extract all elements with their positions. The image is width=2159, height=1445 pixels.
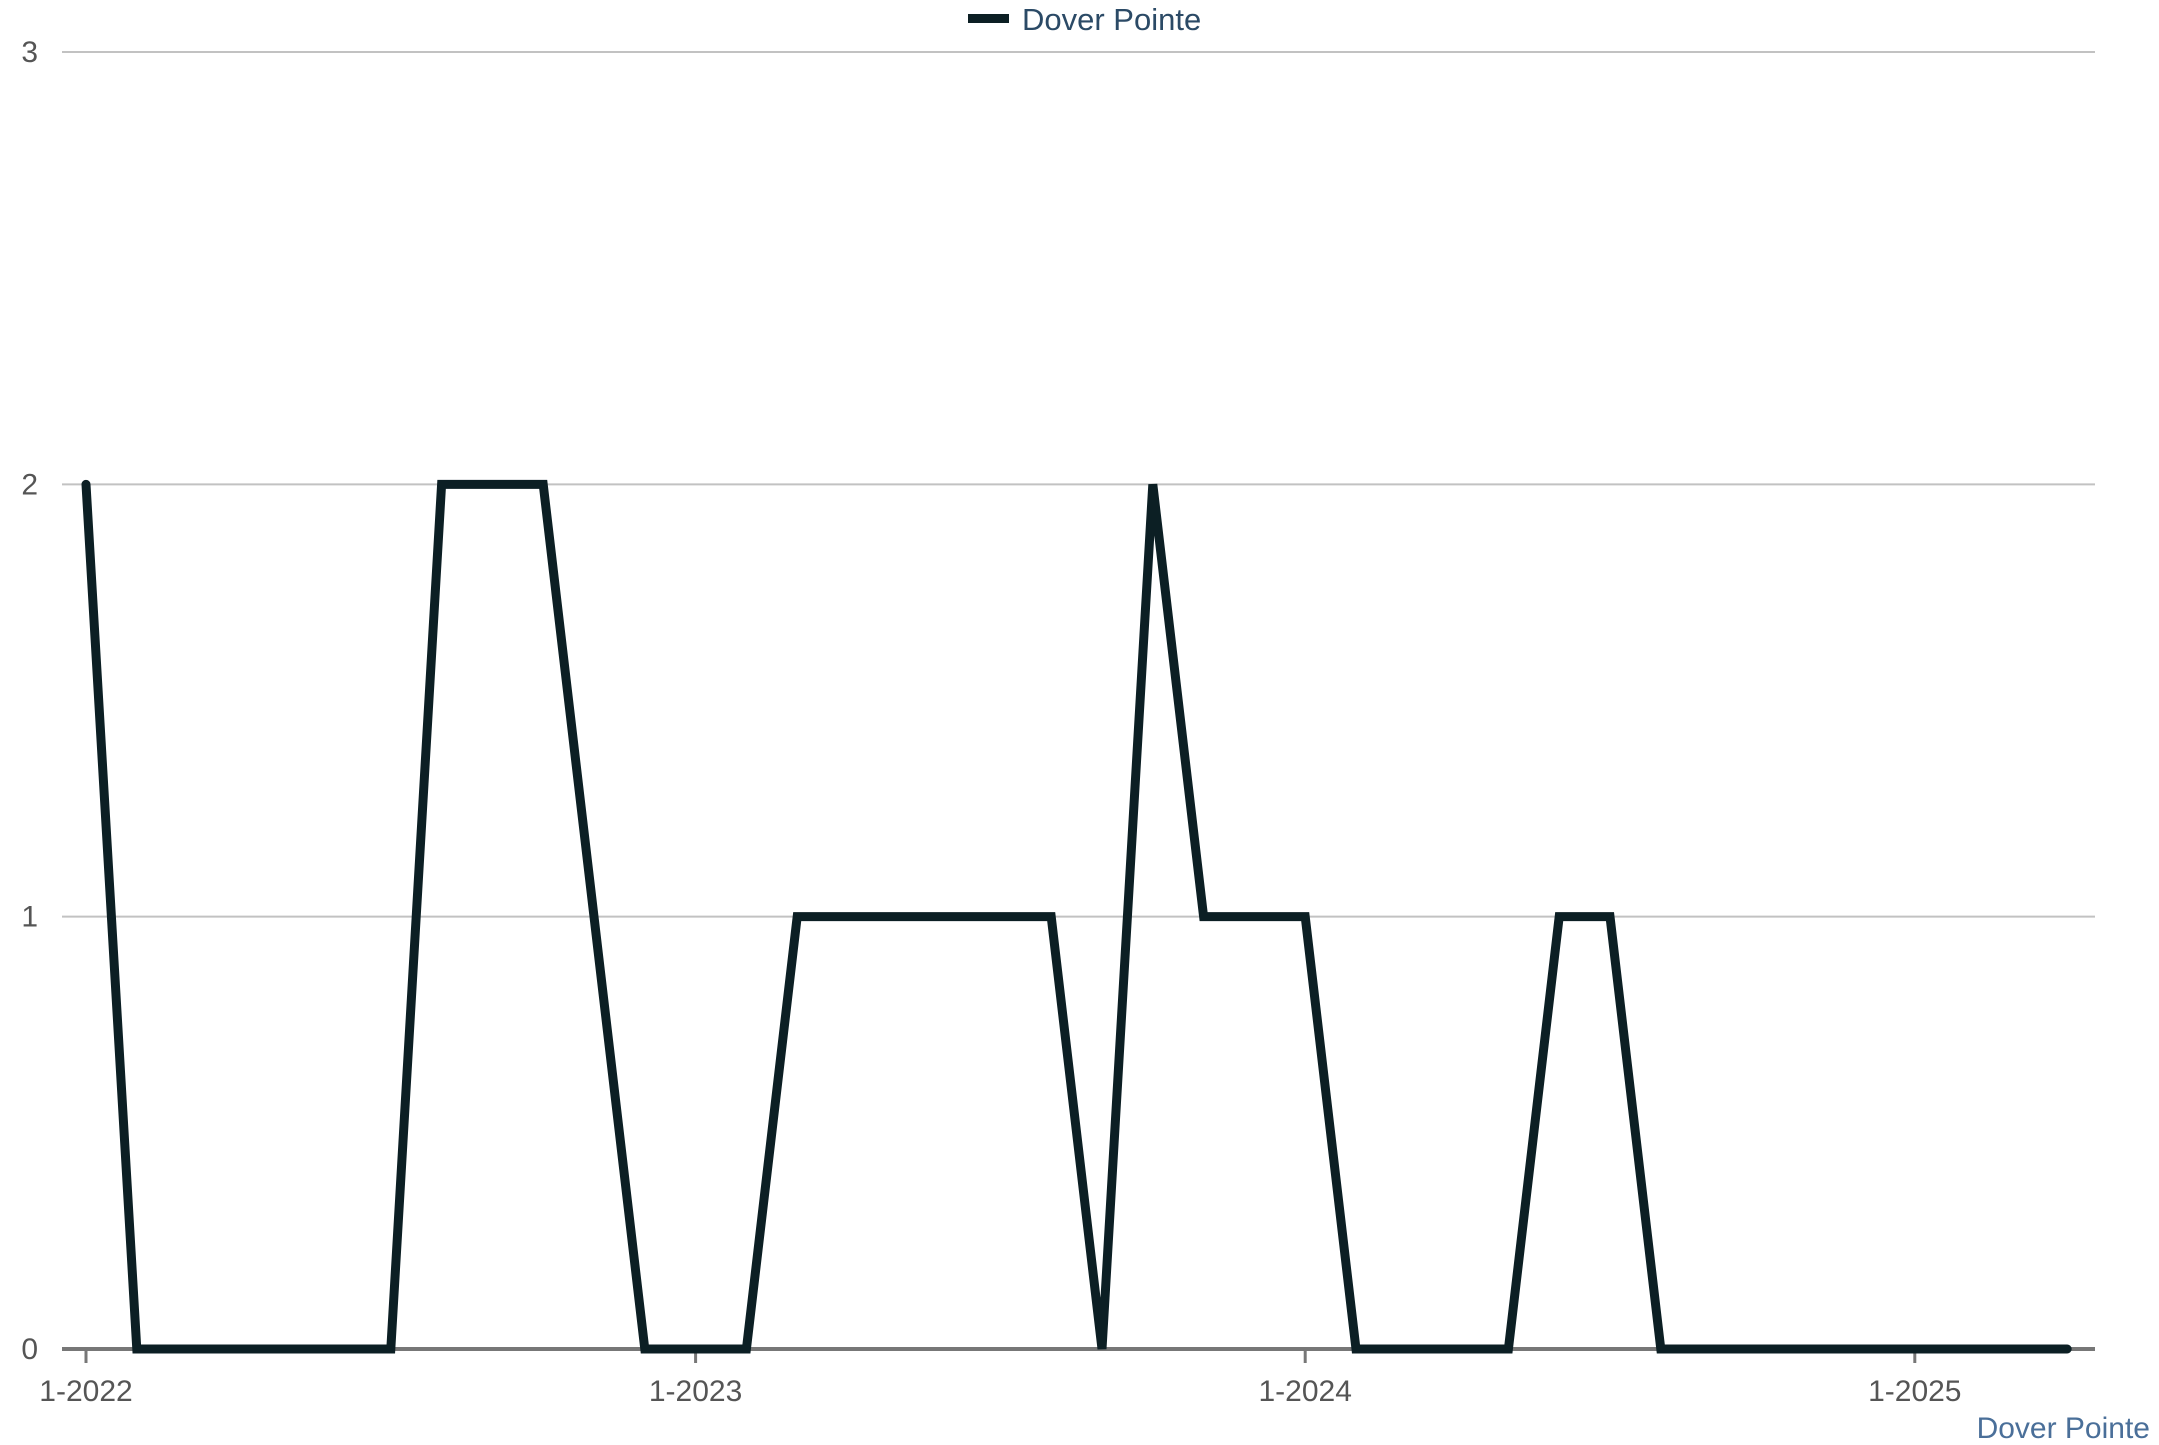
y-axis-tick-labels: 0 1 2 3 [21, 36, 38, 1366]
y-tick-label-3: 3 [21, 36, 38, 69]
legend[interactable]: Dover Pointe [968, 2, 1201, 37]
gridlines [62, 51, 2095, 918]
y-tick-label-2: 2 [21, 468, 38, 501]
y-tick-label-1: 1 [21, 901, 38, 934]
x-tick-label-1-2024: 1-2024 [1258, 1375, 1351, 1408]
legend-label-dover-pointe: Dover Pointe [1022, 2, 1201, 37]
y-tick-label-0: 0 [21, 1333, 38, 1366]
x-tick-label-1-2022: 1-2022 [39, 1375, 132, 1408]
x-tick-label-1-2025: 1-2025 [1868, 1375, 1961, 1408]
series-line-dover-pointe [81, 479, 2072, 1354]
legend-swatch-dover-pointe [968, 14, 1009, 23]
x-axis: 1-2022 1-2023 1-2024 1-2025 [39, 1347, 2095, 1408]
series-lines [81, 479, 2072, 1354]
source-label[interactable]: Dover Pointe [1977, 1412, 2150, 1445]
x-tick-label-1-2023: 1-2023 [649, 1375, 742, 1408]
